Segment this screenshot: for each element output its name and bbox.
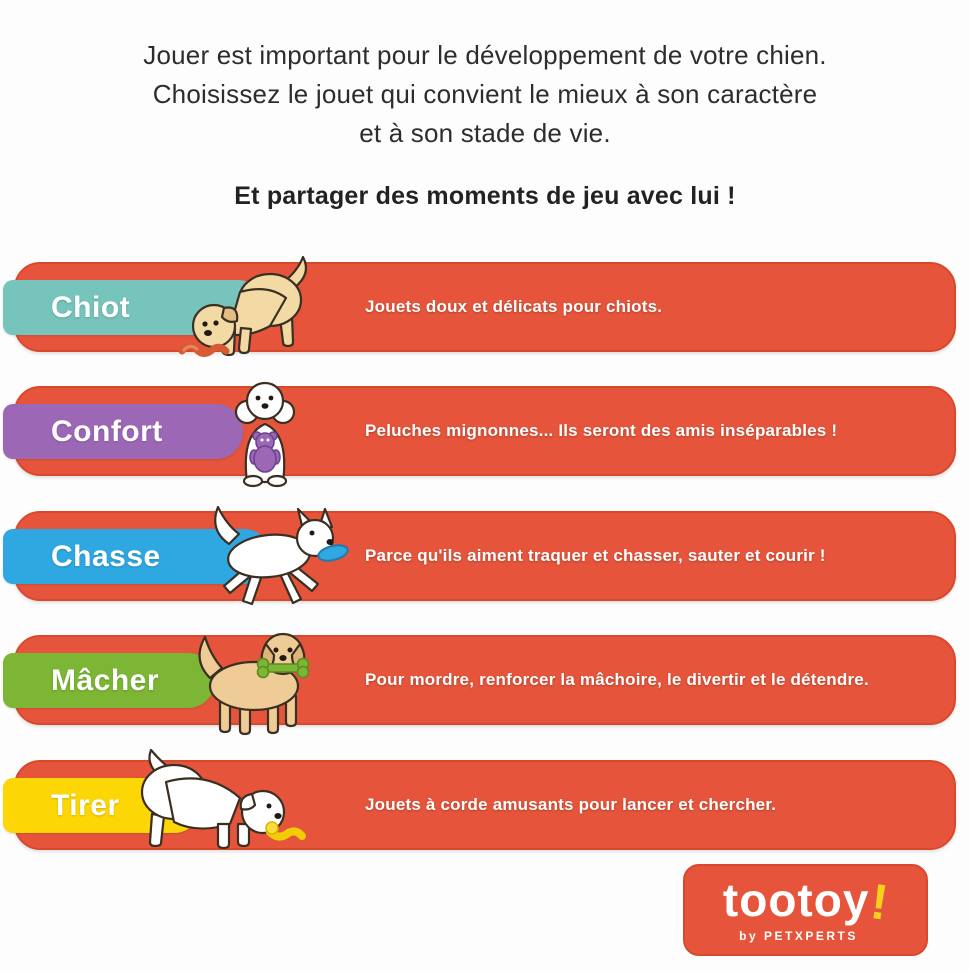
confort-description: Peluches mignonnes... Ils seront des ami… [365, 421, 838, 440]
intro-line-1: Jouer est important pour le développemen… [143, 40, 827, 70]
chiot-label: Chiot [51, 290, 131, 324]
tagline: Et partager des moments de jeu avec lui … [234, 182, 736, 210]
logo-byline: by PETXPERTS [739, 929, 858, 943]
macher-banner [14, 635, 956, 725]
category-row-confort: Confort Peluches mignonnes... Ils seront… [0, 381, 970, 488]
tirer-label: Tirer [51, 788, 120, 822]
dog-tugging-rope-toy-illustration [140, 748, 306, 850]
retriever-with-bone-illustration [198, 632, 310, 736]
chasse-label: Chasse [51, 539, 161, 573]
poodle-with-teddy-bear-illustration [234, 381, 296, 488]
logo-brand-text: tootoy [722, 874, 870, 926]
macher-description: Pour mordre, renforcer la mâchoire, le d… [365, 670, 869, 689]
intro-line-3: et à son stade de vie. [359, 118, 611, 148]
chasse-description: Parce qu'ils aiment traquer et chasser, … [365, 546, 826, 565]
tootoy-logo: tootoy ! by PETXPERTS [683, 864, 928, 956]
category-row-tirer: Tirer Jouets à corde amusants pour lance… [0, 748, 970, 850]
logo-brandline: tootoy ! [722, 873, 892, 931]
confort-label: Confort [51, 414, 163, 448]
tirer-description: Jouets à corde amusants pour lancer et c… [365, 795, 777, 814]
macher-label-band: Mâcher [3, 653, 215, 708]
macher-label: Mâcher [51, 663, 160, 697]
logo-exclamation: ! [867, 873, 892, 931]
header-intro: Jouer est important pour le développemen… [0, 36, 970, 153]
chiot-description: Jouets doux et délicats pour chiots. [365, 297, 663, 316]
running-dog-with-frisbee-illustration [214, 505, 349, 606]
puppy-with-rope-toy-illustration [178, 255, 308, 357]
confort-label-band: Confort [3, 404, 243, 459]
intro-line-2: Choisissez le jouet qui convient le mieu… [152, 79, 818, 109]
category-row-macher: Mâcher Pour mordre, renforcer la mâchoir… [0, 632, 970, 736]
category-row-chiot: Chiot Jouets doux et délicats pour chiot… [0, 255, 970, 357]
category-row-chasse: Chasse Parce qu'ils aiment traquer et ch… [0, 505, 970, 606]
